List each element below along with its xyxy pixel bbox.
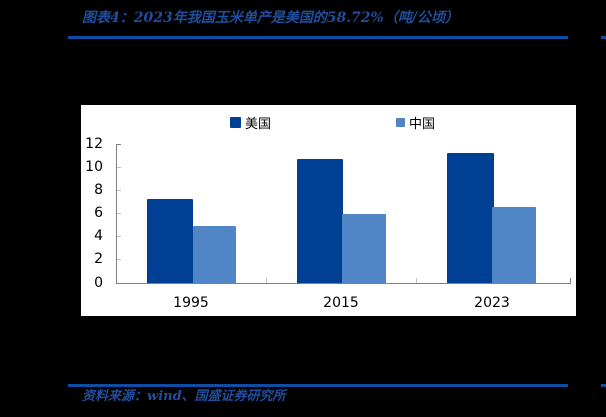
y-tick bbox=[116, 213, 121, 214]
y-tick bbox=[116, 236, 121, 237]
bottom-rule-tail bbox=[601, 384, 606, 387]
y-axis bbox=[116, 144, 117, 283]
x-axis bbox=[116, 283, 571, 284]
y-tick-label-2: 2 bbox=[94, 251, 103, 267]
legend-label-china: 中国 bbox=[409, 116, 436, 132]
source-note: 资料来源：wind、国盛证券研究所 bbox=[82, 389, 286, 404]
bar-china-2015 bbox=[342, 214, 386, 283]
bar-us-2023 bbox=[447, 153, 494, 283]
legend-item-us: 美国 bbox=[230, 114, 272, 132]
x-tick-label-1995: 1995 bbox=[173, 295, 209, 311]
legend-swatch-china bbox=[396, 117, 405, 127]
x-tick-label-2023: 2023 bbox=[474, 295, 510, 311]
top-rule bbox=[68, 36, 568, 39]
bar-china-1995 bbox=[193, 226, 236, 283]
x-tick-label-2015: 2015 bbox=[323, 295, 359, 311]
chart-area: 美国 中国 12 10 8 6 4 2 0 1995 2015 2023 bbox=[81, 105, 576, 316]
y-tick bbox=[116, 167, 121, 168]
x-tick bbox=[570, 278, 571, 284]
bar-us-1995 bbox=[147, 199, 193, 283]
y-tick bbox=[116, 144, 121, 145]
x-tick bbox=[416, 278, 417, 283]
legend-swatch-us bbox=[230, 116, 241, 128]
legend-label-us: 美国 bbox=[245, 116, 272, 132]
figure-title: 图表4：2023年我国玉米单产是美国的58.72%（吨/公顷） bbox=[82, 10, 459, 26]
top-rule-tail bbox=[601, 36, 606, 39]
legend-item-china: 中国 bbox=[396, 114, 436, 132]
y-tick bbox=[116, 190, 121, 191]
y-tick-label-8: 8 bbox=[94, 182, 103, 198]
bar-us-2015 bbox=[297, 159, 343, 283]
bottom-rule bbox=[68, 384, 568, 387]
bar-china-2023 bbox=[492, 207, 536, 283]
y-tick-label-10: 10 bbox=[85, 159, 103, 175]
x-tick bbox=[266, 278, 267, 283]
y-tick-label-6: 6 bbox=[94, 205, 103, 221]
y-tick-label-4: 4 bbox=[94, 228, 103, 244]
y-tick bbox=[116, 259, 121, 260]
y-tick-label-0: 0 bbox=[94, 275, 103, 291]
y-tick-label-12: 12 bbox=[85, 136, 103, 152]
